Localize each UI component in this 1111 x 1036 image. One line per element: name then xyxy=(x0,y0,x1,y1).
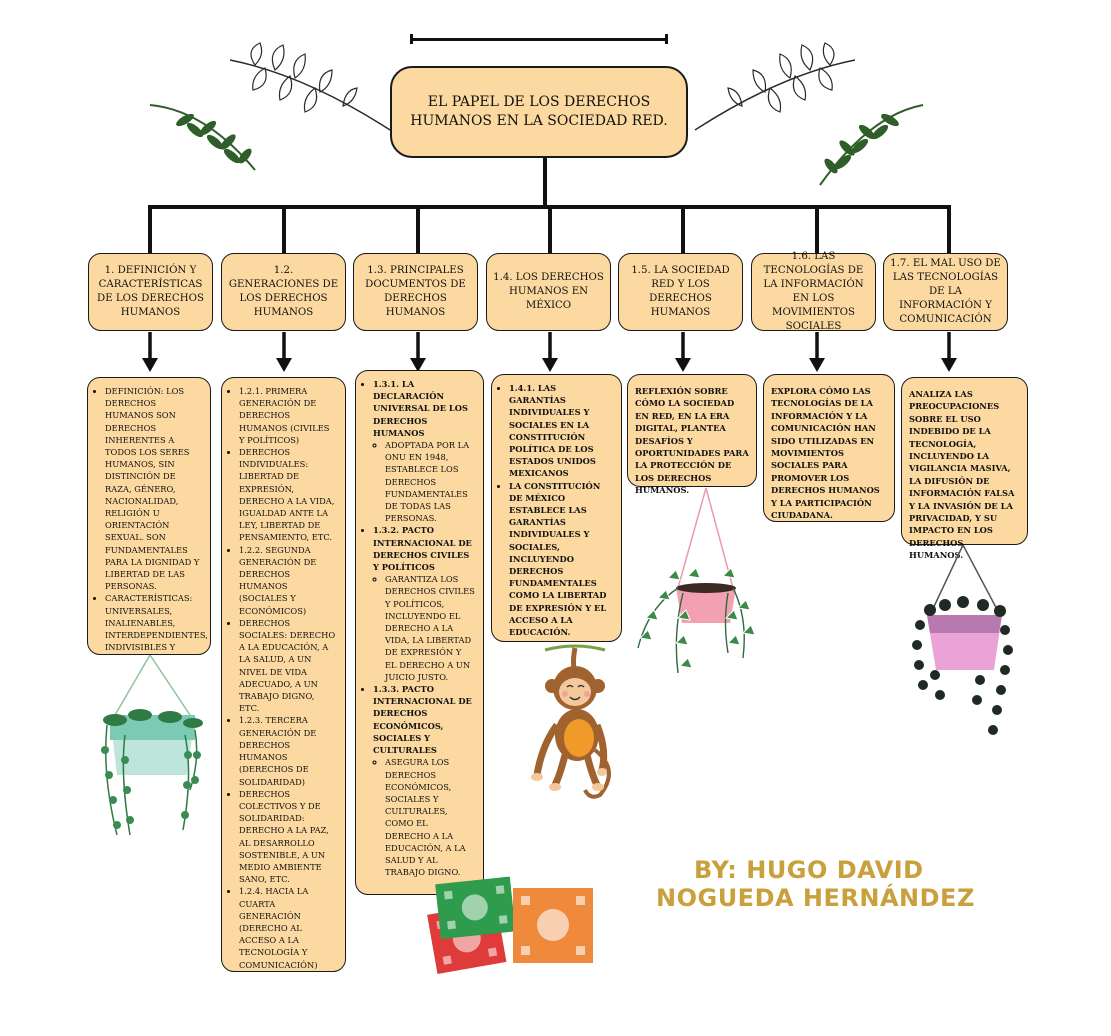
list-item: DERECHO AL ACCESO A LA TECNOLOGÍA, A LA … xyxy=(239,971,337,972)
connector-drop-1 xyxy=(148,205,152,253)
connector-drop-7 xyxy=(947,205,951,253)
connector-drop-3 xyxy=(416,205,420,253)
leaf-branch-icon xyxy=(694,42,856,131)
papel-picado-icon xyxy=(427,876,593,974)
connector-drop-6 xyxy=(815,205,819,253)
top-decor-bar xyxy=(410,38,668,41)
list-subitem: ADOPTADA POR LA ONU EN 1948, ESTABLECE L… xyxy=(385,439,475,524)
list-item-heading: 1.3.1. LA DECLARACIÓN UNIVERSAL DE LOS D… xyxy=(373,379,468,438)
top-decor-bar-cap-right xyxy=(665,34,668,44)
list-item-heading: 1.3.2. PACTO INTERNACIONAL DE DERECHOS C… xyxy=(373,525,472,573)
list-item: DEFINICIÓN: LOS DERECHOS HUMANOS SON DER… xyxy=(105,385,202,592)
category-box-5: 1.5. LA SOCIEDAD RED Y LOS DERECHOS HUMA… xyxy=(618,253,743,331)
list-item: DERECHOS COLECTIVOS Y DE SOLIDARIDAD: DE… xyxy=(239,788,337,886)
category-box-2: 1.2. GENERACIONES DE LOS DERECHOS HUMANO… xyxy=(221,253,346,331)
leaf-branch-icon xyxy=(150,104,256,171)
content-box-1: DEFINICIÓN: LOS DERECHOS HUMANOS SON DER… xyxy=(87,377,211,655)
list-item: 1.3.2. PACTO INTERNACIONAL DE DERECHOS C… xyxy=(373,524,475,683)
category-box-7: 1.7. EL MAL USO DE LAS TECNOLOGÍAS DE LA… xyxy=(883,253,1008,331)
leaf-branch-icon xyxy=(819,104,924,186)
content-box-5: REFLEXIÓN SOBRE CÓMO LA SOCIEDAD EN RED,… xyxy=(627,374,757,495)
list-item: LA CONSTITUCIÓN DE MÉXICO ESTABLECE LAS … xyxy=(509,480,613,639)
hanging-plant-icon xyxy=(912,545,1013,735)
list-item: 1.4.1. LAS GARANTÍAS INDIVIDUALES Y SOCI… xyxy=(509,382,613,480)
content-box-6: EXPLORA CÓMO LAS TECNOLOGÍAS DE LA INFOR… xyxy=(763,374,895,522)
arrows xyxy=(142,332,957,372)
list-item: DERECHOS INDIVIDUALES: LIBERTAD DE EXPRE… xyxy=(239,446,337,544)
content-box-2: 1.2.1. PRIMERA GENERACIÓN DE DERECHOS HU… xyxy=(221,377,346,972)
category-box-6: 1.6. LAS TECNOLOGÍAS DE LA INFORMACIÓN E… xyxy=(751,251,876,332)
category-box-1: 1. DEFINICIÓN Y CARACTERÍSTICAS DE LOS D… xyxy=(88,253,213,331)
hanging-plant-icon xyxy=(101,655,203,836)
content-box-4: 1.4.1. LAS GARANTÍAS INDIVIDUALES Y SOCI… xyxy=(491,374,622,642)
monkey-icon xyxy=(531,644,611,799)
list-subitem: ASEGURA LOS DERECHOS ECONÓMICOS, SOCIALE… xyxy=(385,756,475,878)
main-title: EL PAPEL DE LOS DERECHOS HUMANOS EN LA S… xyxy=(390,66,688,158)
list-item: 1.2.4. HACIA LA CUARTA GENERACIÓN (DEREC… xyxy=(239,885,337,970)
list-item: DERECHOS SOCIALES: DERECHO A LA EDUCACIÓ… xyxy=(239,617,337,715)
category-box-4: 1.4. LOS DERECHOS HUMANOS EN MÉXICO xyxy=(486,253,611,331)
list-item: CARACTERÍSTICAS: UNIVERSALES, INALIENABL… xyxy=(105,592,208,654)
content-box-7: ANALIZA LAS PREOCUPACIONES SOBRE EL USO … xyxy=(901,377,1028,560)
list-item-heading: 1.3.3. PACTO INTERNACIONAL DE DERECHOS E… xyxy=(373,684,472,756)
leaf-branch-icon xyxy=(229,42,391,131)
author-credit: BY: HUGO DAVID NOGUEDA HERNÁNDEZ xyxy=(656,856,986,912)
list-item: 1.3.3. PACTO INTERNACIONAL DE DERECHOS E… xyxy=(373,683,475,878)
content-box-3: 1.3.1. LA DECLARACIÓN UNIVERSAL DE LOS D… xyxy=(355,370,484,895)
list-item: 1.2.3. TERCERA GENERACIÓN DE DERECHOS HU… xyxy=(239,714,337,787)
list-item: 1.2.2. SEGUNDA GENERACIÓN DE DERECHOS HU… xyxy=(239,544,337,617)
top-decor-bar-cap-left xyxy=(410,34,413,44)
connector-drop-2 xyxy=(282,205,286,253)
author-line-1: BY: HUGO DAVID xyxy=(694,856,924,884)
connector-title-stem xyxy=(543,158,547,207)
author-line-2: NOGUEDA HERNÁNDEZ xyxy=(656,884,975,912)
list-item: 1.2.1. PRIMERA GENERACIÓN DE DERECHOS HU… xyxy=(239,385,337,446)
list-subitem: GARANTIZA LOS DERECHOS CIVILES Y POLÍTIC… xyxy=(385,573,475,683)
category-box-3: 1.3. PRINCIPALES DOCUMENTOS DE DERECHOS … xyxy=(353,253,478,331)
list-item: 1.3.1. LA DECLARACIÓN UNIVERSAL DE LOS D… xyxy=(373,378,475,524)
connector-drop-4 xyxy=(548,205,552,253)
hanging-plant-icon xyxy=(637,488,756,674)
connector-drop-5 xyxy=(681,205,685,253)
